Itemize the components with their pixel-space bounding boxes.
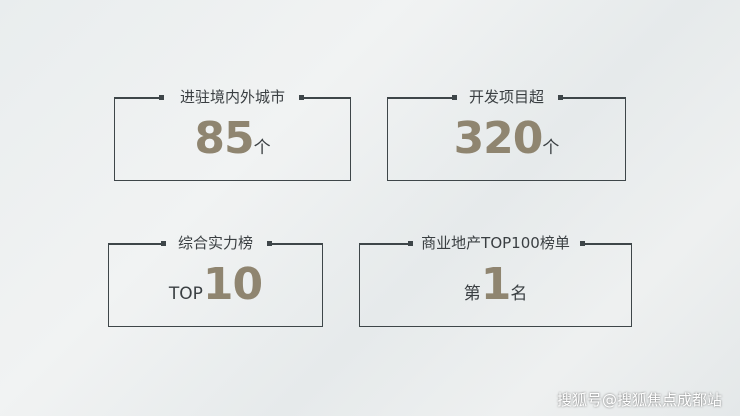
stat-title: 进驻境内外城市 xyxy=(179,88,285,106)
stat-value: TOP10 xyxy=(168,259,263,310)
stat-card-commercial: 商业地产TOP100榜单 第1名 xyxy=(359,234,632,327)
stat-card-ranking: 综合实力榜 TOP10 xyxy=(108,234,323,327)
stat-title: 商业地产TOP100榜单 xyxy=(421,234,570,252)
stat-card-projects: 开发项目超 320个 xyxy=(387,88,626,181)
stat-card-cities: 进驻境内外城市 85个 xyxy=(114,88,351,181)
stat-title: 开发项目超 xyxy=(468,88,544,106)
stat-value: 320个 xyxy=(453,113,560,164)
stat-title: 综合实力榜 xyxy=(177,234,253,252)
watermark: 搜狐号@搜狐焦点成都站 xyxy=(556,391,722,409)
stat-value: 第1名 xyxy=(463,259,528,310)
stat-value: 85个 xyxy=(194,113,271,164)
